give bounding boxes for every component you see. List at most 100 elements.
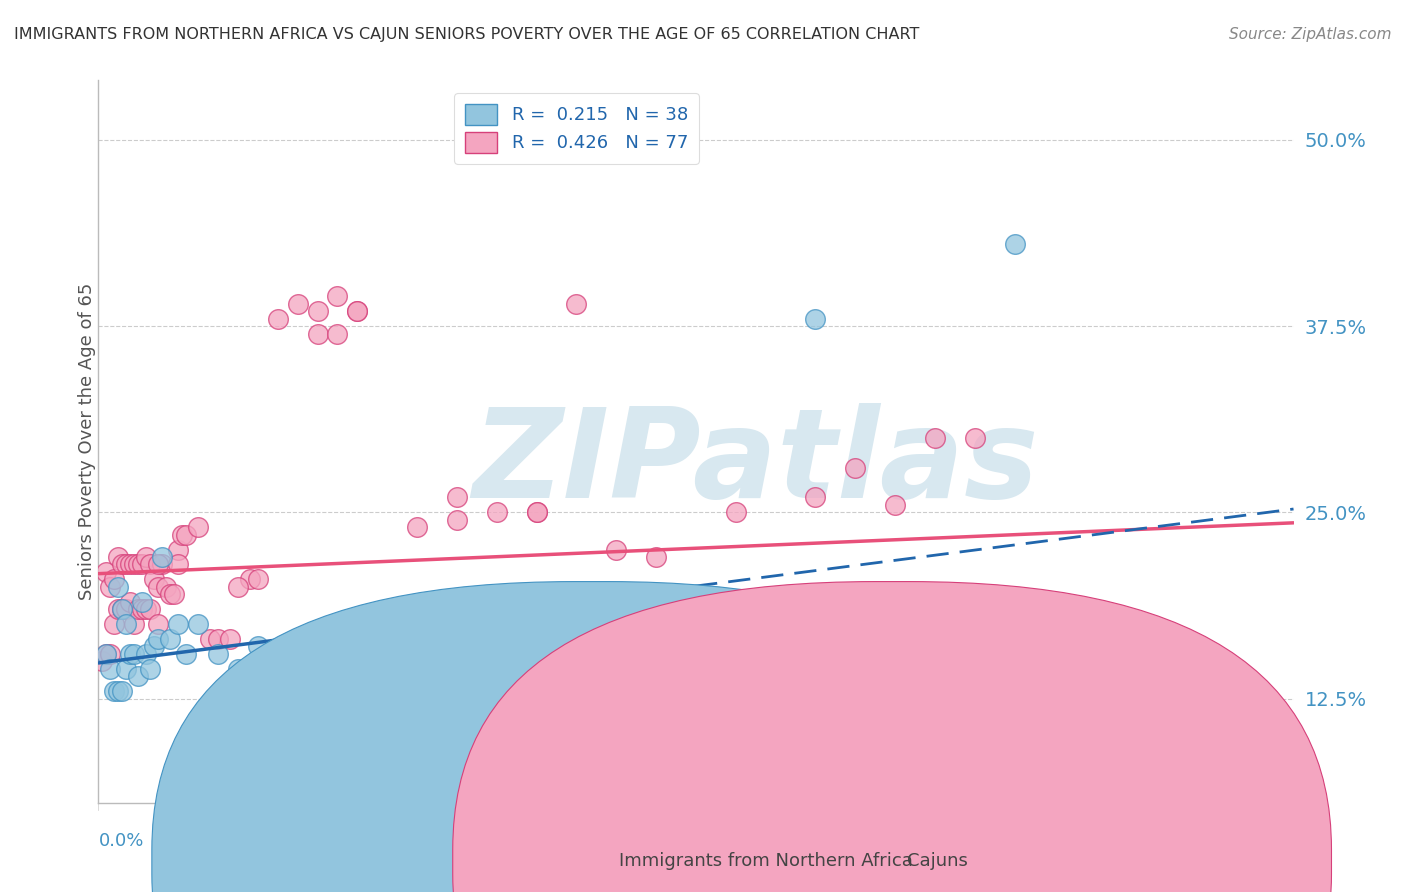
Point (326, 662, 349, 676)
Text: Immigrants from Northern Africa: Immigrants from Northern Africa (619, 852, 912, 870)
Point (111, 602, 134, 616)
Point (685, 632, 707, 646)
Point (163, 587, 186, 601)
Point (127, 602, 149, 616)
Point (107, 602, 129, 616)
Point (167, 558, 190, 572)
Point (120, 647, 142, 661)
Point (187, 617, 209, 632)
Point (446, 662, 468, 676)
Point (605, 542, 627, 557)
Point (115, 602, 138, 616)
Point (159, 587, 181, 601)
Point (91, 654, 114, 668)
Point (159, 632, 181, 646)
Point (804, 491, 827, 505)
Point (1004, 237, 1026, 252)
Point (326, 326, 349, 341)
Point (174, 647, 197, 661)
Point (111, 602, 134, 616)
Point (246, 640, 269, 654)
Point (120, 558, 142, 572)
Point (96, 647, 118, 661)
Point (219, 632, 242, 646)
Point (174, 527, 197, 541)
Point (366, 654, 388, 668)
Point (167, 617, 190, 632)
Point (148, 580, 170, 594)
Point (148, 558, 170, 572)
Point (135, 549, 157, 564)
Point (924, 431, 946, 445)
Point (565, 297, 588, 311)
Point (406, 520, 429, 534)
Point (605, 766, 627, 780)
Point (143, 640, 166, 654)
Point (844, 460, 866, 475)
Point (107, 549, 129, 564)
Point (765, 766, 787, 780)
Point (111, 684, 134, 698)
Point (131, 595, 153, 609)
Point (287, 297, 309, 311)
Point (307, 326, 329, 341)
Point (526, 505, 548, 519)
Point (724, 505, 747, 519)
Text: 30.0%: 30.0% (1237, 831, 1294, 850)
Point (765, 773, 787, 788)
Text: 0.0%: 0.0% (98, 831, 143, 850)
Point (406, 744, 429, 758)
Point (131, 558, 153, 572)
Text: ZIPatlas: ZIPatlas (472, 402, 1039, 524)
Point (565, 766, 588, 780)
Point (446, 513, 468, 527)
Point (645, 549, 668, 564)
Point (485, 505, 508, 519)
Point (198, 632, 221, 646)
Point (103, 617, 125, 632)
Legend: R =  0.215   N = 38, R =  0.426   N = 77: R = 0.215 N = 38, R = 0.426 N = 77 (454, 93, 699, 163)
Point (103, 572, 125, 586)
Point (187, 520, 209, 534)
Point (287, 662, 309, 676)
Point (107, 684, 129, 698)
Point (366, 744, 388, 758)
Point (98, 662, 122, 676)
Point (135, 647, 157, 661)
Point (96, 565, 118, 579)
Point (884, 766, 907, 780)
Point (346, 304, 368, 318)
Point (120, 595, 142, 609)
Point (485, 744, 508, 758)
Point (135, 602, 157, 616)
Point (124, 647, 146, 661)
Point (139, 662, 162, 676)
Point (239, 572, 262, 586)
Point (96, 647, 118, 661)
Point (115, 617, 138, 632)
Point (143, 572, 166, 586)
Point (103, 684, 125, 698)
Point (406, 632, 429, 646)
Point (307, 304, 329, 318)
Point (148, 617, 170, 632)
Point (139, 558, 162, 572)
Point (115, 662, 138, 676)
Point (804, 311, 827, 326)
Point (385, 736, 409, 750)
Point (107, 580, 129, 594)
Point (884, 498, 907, 512)
Point (685, 758, 707, 772)
Point (226, 662, 249, 676)
Point (446, 491, 468, 505)
Point (148, 632, 170, 646)
Point (585, 766, 607, 780)
Y-axis label: Seniors Poverty Over the Age of 65: Seniors Poverty Over the Age of 65 (79, 283, 96, 600)
Point (139, 602, 162, 616)
Point (124, 617, 146, 632)
Point (124, 558, 146, 572)
Point (207, 647, 229, 661)
Point (111, 558, 134, 572)
Point (155, 580, 177, 594)
Point (167, 542, 190, 557)
